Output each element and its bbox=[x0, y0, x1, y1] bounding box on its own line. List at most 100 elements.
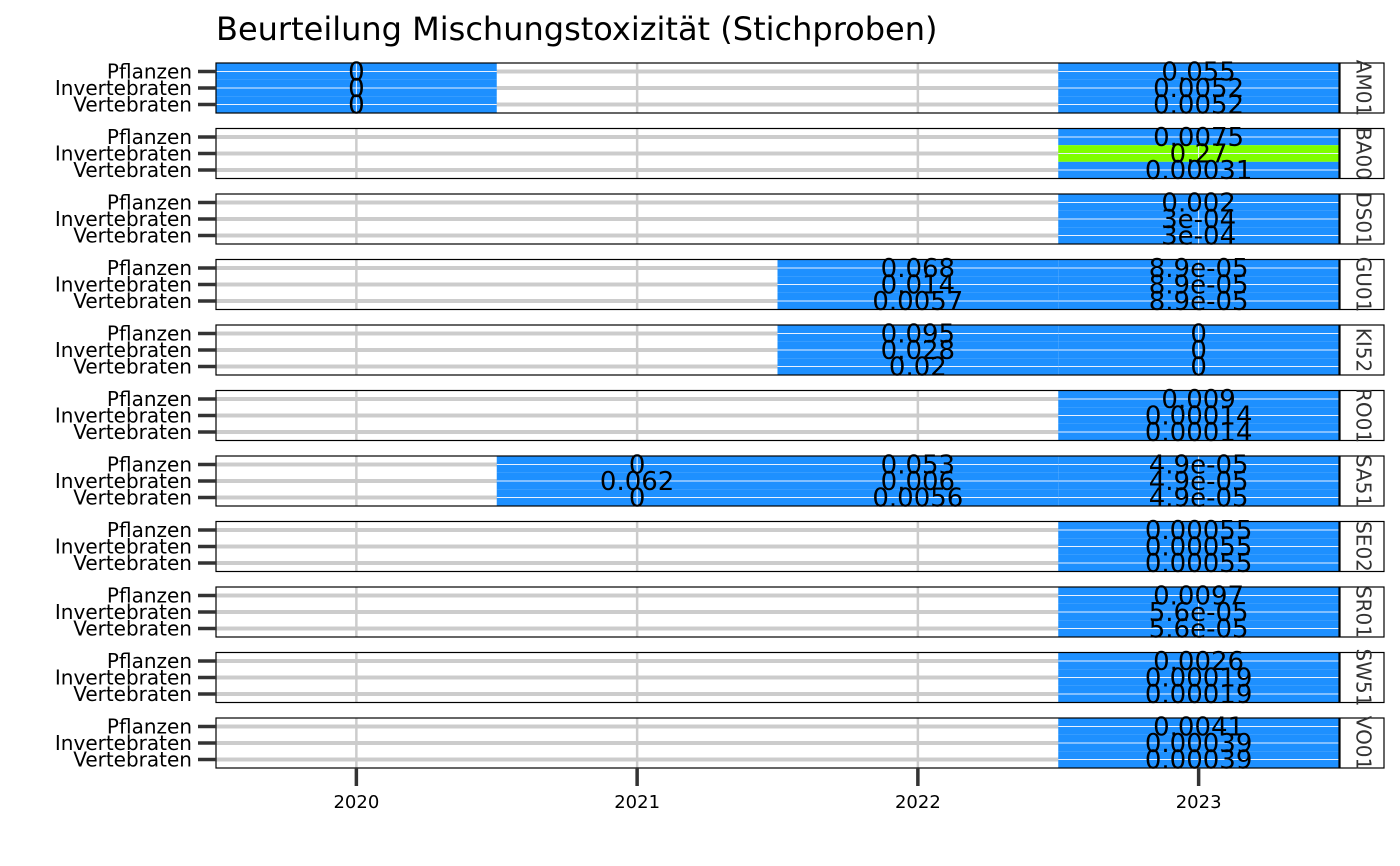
cell-value-label: 0.014 bbox=[881, 271, 955, 301]
panel-strip bbox=[1339, 520, 1385, 573]
y-axis-label: Invertebraten bbox=[55, 600, 192, 624]
cell-value-label: 0 bbox=[348, 74, 365, 104]
panel-strip bbox=[1339, 455, 1385, 507]
x-axis-tick-label: 2022 bbox=[895, 792, 941, 813]
y-axis-label: Vertebraten bbox=[73, 93, 192, 117]
cell-value-label: 0 bbox=[629, 451, 646, 481]
y-axis-label: Pflanzen bbox=[107, 387, 192, 411]
y-axis-label: Vertebraten bbox=[73, 551, 192, 575]
y-axis-label: Pflanzen bbox=[107, 60, 192, 84]
panel-strip bbox=[1339, 651, 1385, 704]
y-axis-label: Vertebraten bbox=[73, 486, 192, 510]
cell-value-label: 5.6e-05 bbox=[1149, 598, 1249, 628]
chart-title: Beurteilung Mischungstoxizität (Stichpro… bbox=[216, 10, 937, 48]
cell-value-label: 0.00019 bbox=[1145, 680, 1253, 710]
cell-value-label: 0.00031 bbox=[1145, 156, 1253, 186]
cell-value-label: 0.00019 bbox=[1145, 664, 1253, 694]
cell-value-label: 0 bbox=[348, 58, 365, 88]
cell-value-label: 0.00039 bbox=[1145, 729, 1253, 759]
y-axis-label: Vertebraten bbox=[73, 158, 192, 182]
panel-strip-label: SR01 bbox=[1352, 586, 1376, 638]
panel-strip-label: SW51 bbox=[1352, 649, 1376, 707]
y-axis-label: Pflanzen bbox=[107, 453, 192, 477]
y-axis-label: Invertebraten bbox=[55, 76, 192, 100]
y-axis-label: Pflanzen bbox=[107, 191, 192, 215]
panel-sa51: 00.06200.0530.0060.00564.9e-054.9e-054.9… bbox=[55, 451, 1385, 514]
cell-value-label: 0.028 bbox=[881, 336, 955, 366]
cell-value-label: 0.00055 bbox=[1145, 549, 1253, 579]
y-axis-label: Pflanzen bbox=[107, 322, 192, 346]
y-axis-label: Vertebraten bbox=[73, 224, 192, 248]
y-axis-label: Vertebraten bbox=[73, 682, 192, 706]
y-axis-label: Invertebraten bbox=[55, 535, 192, 559]
panel-strip-label: AM01 bbox=[1352, 60, 1376, 116]
y-axis-label: Invertebraten bbox=[55, 142, 192, 166]
y-axis-label: Vertebraten bbox=[73, 748, 192, 772]
y-axis-label: Vertebraten bbox=[73, 289, 192, 313]
cell-value-label: 8.9e-05 bbox=[1149, 287, 1249, 317]
cell-value-label: 3e-04 bbox=[1161, 205, 1236, 235]
panel-strip bbox=[1339, 389, 1385, 442]
panel-strip-label: SA51 bbox=[1352, 455, 1376, 507]
panel-strip-label: DS01 bbox=[1352, 192, 1376, 246]
x-axis-tick-label: 2020 bbox=[333, 792, 379, 813]
cell-value-label: 0.27 bbox=[1170, 140, 1228, 170]
panel-strip-label: SE02 bbox=[1352, 521, 1376, 572]
cell-value-label: 4.9e-05 bbox=[1149, 467, 1249, 497]
panel-strip-label: VO01 bbox=[1352, 716, 1376, 771]
cell-value-label: 0.0056 bbox=[872, 484, 963, 514]
y-axis-label: Pflanzen bbox=[107, 125, 192, 149]
cell-value-label: 5.6e-05 bbox=[1149, 615, 1249, 645]
cell-value-label: 0 bbox=[1190, 320, 1207, 350]
cell-value-label: 0 bbox=[1190, 336, 1207, 366]
panel-strip bbox=[1339, 62, 1385, 114]
panel-strip-label: RO01 bbox=[1352, 388, 1376, 443]
x-axis-tick-label: 2021 bbox=[614, 792, 660, 813]
y-axis-label: Invertebraten bbox=[55, 273, 192, 297]
y-axis-label: Invertebraten bbox=[55, 469, 192, 493]
cell-value-label: 0.0052 bbox=[1153, 74, 1244, 104]
panel-strip bbox=[1339, 717, 1385, 769]
y-axis-label: Invertebraten bbox=[55, 666, 192, 690]
y-axis-label: Invertebraten bbox=[55, 338, 192, 362]
panel-strip bbox=[1339, 324, 1385, 376]
cell-value-label: 0.02 bbox=[889, 353, 947, 383]
x-axis-tick-label: 2023 bbox=[1176, 792, 1222, 813]
cell-value-label: 0.00014 bbox=[1145, 418, 1253, 448]
panel-strip bbox=[1339, 127, 1385, 180]
y-axis-label: Pflanzen bbox=[107, 518, 192, 542]
y-axis-label: Invertebraten bbox=[55, 731, 192, 755]
y-axis-label: Vertebraten bbox=[73, 355, 192, 379]
panel-strip bbox=[1339, 193, 1385, 245]
cell-value-label: 0 bbox=[1190, 353, 1207, 383]
y-axis-label: Pflanzen bbox=[107, 256, 192, 280]
cell-value-label: 0.00055 bbox=[1145, 533, 1253, 563]
cell-value-label: 0 bbox=[629, 484, 646, 514]
panel-strip bbox=[1339, 258, 1385, 311]
y-axis-label: Invertebraten bbox=[55, 207, 192, 231]
y-axis-label: Vertebraten bbox=[73, 617, 192, 641]
y-axis-label: Pflanzen bbox=[107, 649, 192, 673]
y-axis-label: Pflanzen bbox=[107, 715, 192, 739]
panel-strip-label: KI52 bbox=[1352, 328, 1376, 372]
y-axis-label: Vertebraten bbox=[73, 420, 192, 444]
y-axis-label: Invertebraten bbox=[55, 404, 192, 428]
panel-strip bbox=[1339, 586, 1385, 638]
cell-value-label: 0.0057 bbox=[872, 287, 963, 317]
panel-strip-label: BA00 bbox=[1352, 127, 1376, 180]
panel-strip-label: GU01 bbox=[1352, 257, 1376, 313]
y-axis-label: Pflanzen bbox=[107, 584, 192, 608]
cell-value-label: 3e-04 bbox=[1161, 222, 1236, 252]
cell-value-label: 0.0052 bbox=[1153, 91, 1244, 121]
